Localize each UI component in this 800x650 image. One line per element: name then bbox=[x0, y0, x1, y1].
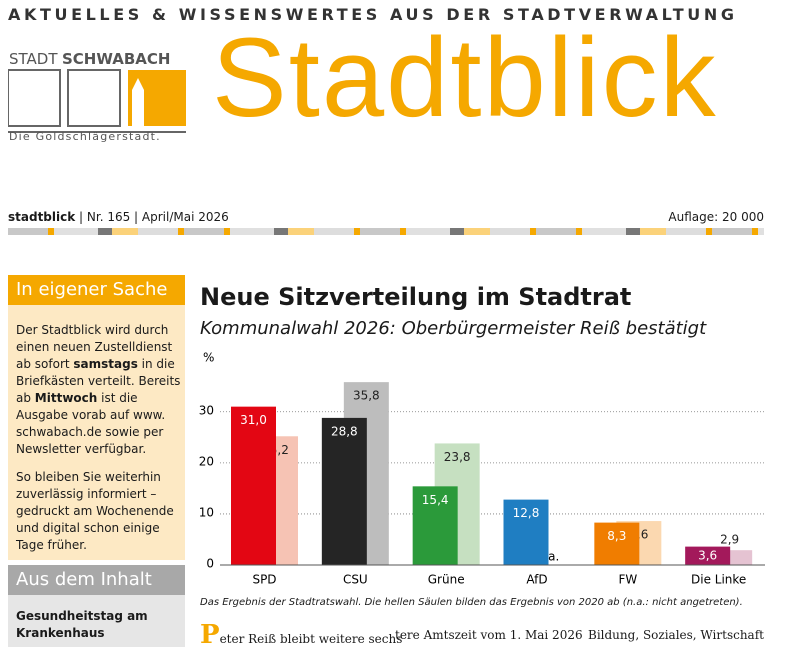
sidebar-title: In eigener Sache bbox=[8, 275, 185, 305]
x-tick-label: Grüne bbox=[428, 573, 465, 587]
y-tick-label: 10 bbox=[199, 505, 214, 519]
article-title: Neue Sitzverteilung im Stadtrat bbox=[200, 283, 632, 311]
bar bbox=[685, 546, 731, 565]
text: Der Stadtblick wird durch einen neuen Zu… bbox=[16, 323, 173, 371]
bar bbox=[231, 406, 276, 565]
logo-city: SCHWABACH bbox=[62, 50, 171, 68]
color-strip bbox=[8, 228, 764, 235]
issue-brand: stadtblick bbox=[8, 210, 76, 224]
text-bold: Mittwoch bbox=[34, 391, 98, 405]
text: ist die Ausgabe vorab auf www. schwabach… bbox=[16, 391, 166, 456]
contents-item[interactable]: Gesundheitstag am Krankenhaus bbox=[16, 609, 148, 640]
sidebar-box bbox=[8, 275, 185, 560]
article-column: Peter Reiß bleibt weitere sechs bbox=[200, 620, 403, 650]
sidebar-paragraph: So bleiben Sie weiterhin zuverlässig inf… bbox=[16, 470, 174, 552]
x-tick-label: FW bbox=[618, 573, 637, 587]
y-tick-label: 30 bbox=[199, 403, 214, 417]
y-tick-label: 20 bbox=[199, 454, 214, 468]
logo bbox=[8, 69, 186, 133]
tagline: AKTUELLES & WISSENSWERTES AUS DER STADTV… bbox=[8, 5, 738, 24]
value-label: 12,8 bbox=[513, 506, 540, 520]
circulation: Auflage: 20 000 bbox=[668, 210, 764, 224]
logo-prefix: STADT bbox=[9, 50, 58, 68]
text: in die Briefkästen verteilt. Bereits ab bbox=[16, 357, 181, 405]
value-label: 31,0 bbox=[240, 413, 267, 427]
x-tick-label: AfD bbox=[526, 573, 547, 587]
value-label: 35,8 bbox=[353, 389, 380, 403]
x-tick-label: SPD bbox=[252, 573, 276, 587]
logo-slogan: Die Goldschlägerstadt. bbox=[9, 130, 161, 143]
contents-title: Aus dem Inhalt bbox=[8, 565, 185, 595]
bar bbox=[321, 417, 367, 565]
bar bbox=[594, 522, 640, 565]
bar bbox=[503, 499, 549, 565]
chart-caption: Das Ergebnis der Stadtratswahl. Die hell… bbox=[200, 597, 743, 608]
issue-info: | Nr. 165 | April/Mai 2026 bbox=[79, 210, 229, 224]
x-tick-label: CSU bbox=[343, 573, 368, 587]
value-label: 8,3 bbox=[607, 529, 626, 543]
article-subtitle: Kommunalwahl 2026: Oberbürgermeister Rei… bbox=[200, 318, 707, 339]
x-tick-label: Die Linke bbox=[691, 573, 746, 587]
article-column: Bildung, Soziales, Wirtschaft bbox=[588, 628, 764, 642]
bar bbox=[412, 486, 458, 565]
issue-line: stadtblick | Nr. 165 | April/Mai 2026 bbox=[8, 210, 229, 224]
y-axis-label: % bbox=[203, 351, 214, 365]
value-label: 3,6 bbox=[698, 548, 717, 562]
masthead: Stadtblick bbox=[212, 15, 718, 140]
article-column: tere Amtszeit vom 1. Mai 2026 bbox=[395, 628, 583, 642]
value-label: 15,4 bbox=[422, 493, 449, 507]
y-tick-label: 0 bbox=[206, 557, 214, 571]
value-label: 2,9 bbox=[720, 533, 739, 547]
text-bold: samstags bbox=[73, 357, 138, 371]
value-label: 28,8 bbox=[331, 424, 358, 438]
sidebar-paragraph: Der Stadtblick wird durch einen neuen Zu… bbox=[16, 322, 181, 458]
value-label: 23,8 bbox=[444, 450, 471, 464]
